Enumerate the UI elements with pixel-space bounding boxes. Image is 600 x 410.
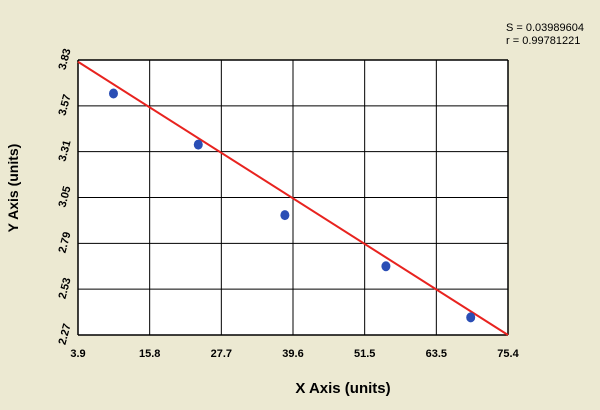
- y-tick-label: 3.57: [57, 93, 74, 117]
- x-tick-label: 39.6: [282, 348, 303, 360]
- data-point: [381, 261, 391, 272]
- data-point: [280, 210, 290, 221]
- y-tick-label: 3.83: [57, 47, 74, 71]
- y-axis-label: Y Axis (units): [5, 144, 21, 233]
- fit-line-group: [77, 60, 509, 336]
- y-tick-label: 2.27: [57, 322, 74, 346]
- x-tick-label: 63.5: [426, 348, 447, 360]
- x-tick-label: 27.7: [211, 348, 232, 360]
- y-tick-label: 2.79: [57, 231, 74, 255]
- x-axis-label: X Axis (units): [295, 380, 390, 397]
- fit-line: [77, 60, 509, 336]
- data-points: [108, 88, 476, 323]
- y-tick-label: 3.31: [57, 139, 74, 163]
- x-tick-label: 51.5: [354, 348, 375, 360]
- y-tick-label: 2.53: [57, 276, 74, 300]
- s-statistic: S = 0.03989604: [506, 22, 584, 34]
- y-tick-label: 3.05: [57, 185, 74, 209]
- data-point: [466, 312, 476, 323]
- data-point: [193, 139, 203, 150]
- fit-statistics: S = 0.03989604 r = 0.99781221: [506, 22, 584, 48]
- x-tick-labels: 3.9 15.8 27.7 39.6 51.5 63.5 75.4: [70, 348, 519, 360]
- x-tick-label: 3.9: [70, 348, 85, 360]
- data-point: [108, 88, 118, 99]
- r-statistic: r = 0.99781221: [506, 35, 581, 47]
- y-tick-labels: 3.83 3.57 3.31 3.05 2.79 2.53 2.27: [57, 47, 74, 346]
- x-tick-label: 75.4: [497, 348, 519, 360]
- x-tick-label: 15.8: [139, 348, 160, 360]
